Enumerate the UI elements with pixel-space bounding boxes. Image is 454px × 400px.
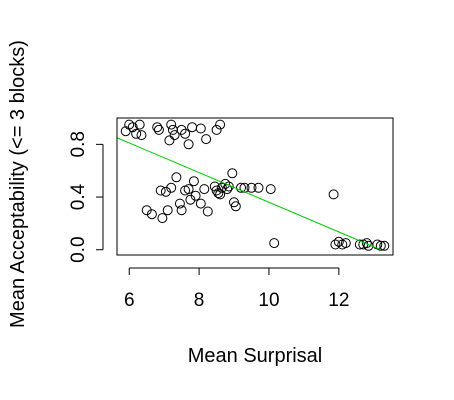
x-axis-title: Mean Surprisal (188, 345, 323, 367)
y-tick-label: 0.4 (68, 183, 89, 210)
x-tick-label: 8 (194, 290, 205, 311)
y-axis-title: Mean Acceptability (<= 3 blocks) (7, 40, 29, 328)
x-tick-label: 10 (258, 290, 279, 311)
x-tick-label: 6 (124, 290, 135, 311)
y-tick-label: 0.0 (68, 236, 89, 262)
y-tick-label: 0.8 (68, 131, 89, 157)
x-tick-label: 12 (328, 290, 349, 311)
